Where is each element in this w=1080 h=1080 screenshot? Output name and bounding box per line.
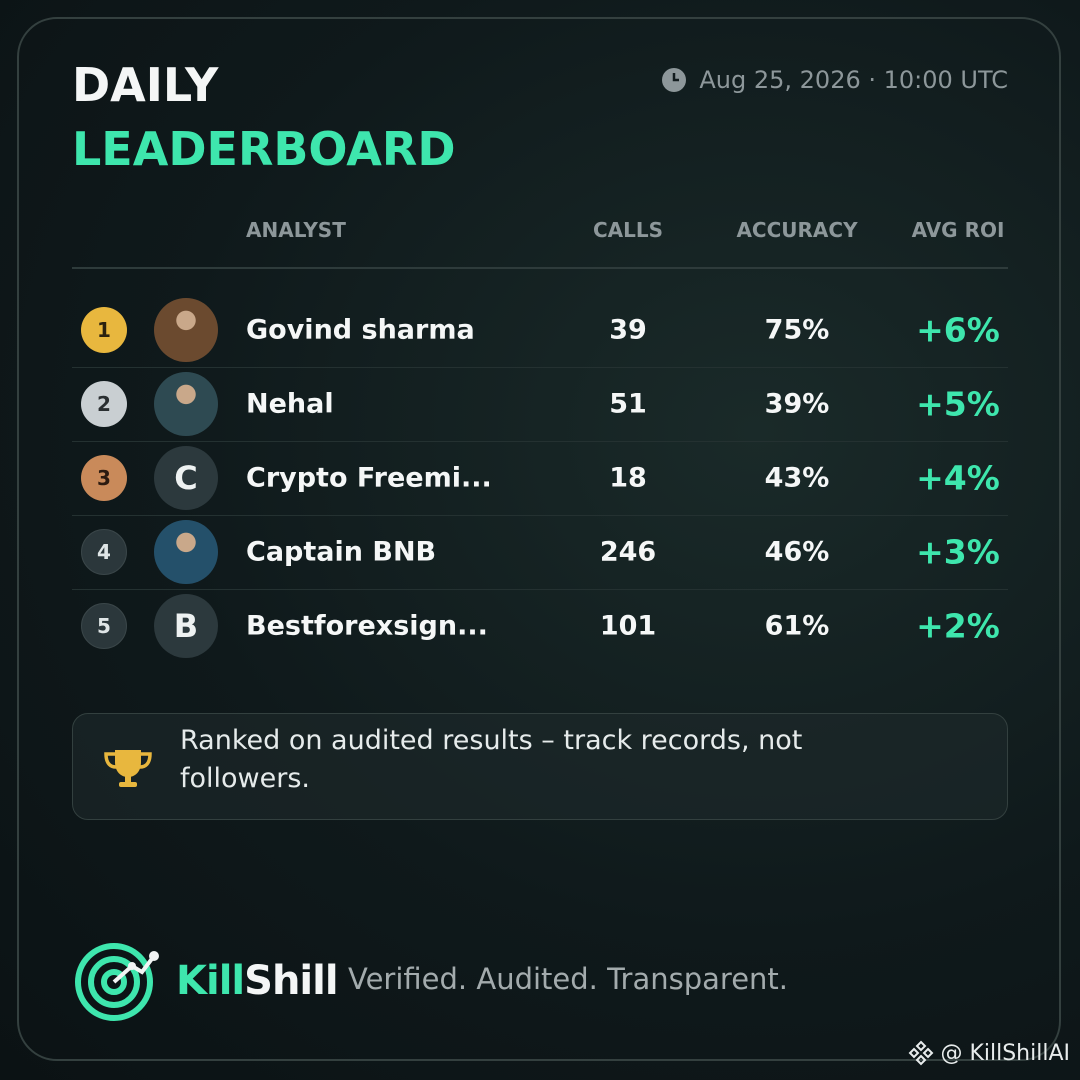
avatar-photo [154, 372, 218, 436]
timestamp: Aug 25, 2026 · 10:00 UTC [699, 66, 1008, 94]
watermark-icon [909, 1040, 934, 1066]
column-header: CALLS [592, 218, 664, 242]
brand-part2: Shill [244, 958, 338, 1004]
avatar-initial: B [154, 594, 218, 658]
brand-name: KillShill [176, 958, 339, 1004]
avg-roi: +6% [916, 310, 1000, 350]
analyst-name: Govind sharma [246, 314, 475, 346]
row-separator [72, 515, 1008, 516]
note-text: Ranked on audited results – track record… [180, 725, 803, 794]
rank-badge: 5 [81, 603, 127, 649]
accuracy: 46% [764, 536, 830, 568]
row-separator [72, 589, 1008, 590]
avatar-photo [154, 520, 218, 584]
rank-badge: 4 [81, 529, 127, 575]
calls: 18 [609, 462, 647, 494]
brand-logo [75, 943, 159, 1021]
title-line2: LEADERBOARD [72, 122, 456, 176]
avg-roi: +3% [916, 532, 1000, 572]
rank-badge: 2 [81, 381, 127, 427]
card [17, 17, 1061, 1061]
rank-badge: 1 [81, 307, 127, 353]
tagline: Verified. Audited. Transparent. [348, 962, 789, 996]
column-header: ANALYST [246, 218, 346, 242]
avg-roi: +2% [916, 606, 1000, 646]
analyst-name: Bestforexsign... [246, 610, 488, 642]
note-box [72, 713, 1008, 820]
analyst-name: Captain BNB [246, 536, 437, 568]
trophy-icon [104, 750, 152, 787]
analyst-name: Nehal [246, 388, 334, 420]
row-separator [72, 367, 1008, 368]
calls: 39 [609, 314, 647, 346]
watermark: @ KillShillAI [940, 1040, 1070, 1066]
timestamp-block: Aug 25, 2026 · 10:00 UTC [661, 66, 1008, 94]
column-header: AVG ROI [911, 218, 1005, 242]
title-line1: DAILY [72, 58, 219, 112]
calls: 246 [599, 536, 657, 568]
avatar-photo [154, 298, 218, 362]
header-rule [72, 267, 1008, 269]
accuracy: 75% [764, 314, 830, 346]
accuracy: 39% [764, 388, 830, 420]
accuracy: 61% [764, 610, 830, 642]
avg-roi: +5% [916, 384, 1000, 424]
accuracy: 43% [764, 462, 830, 494]
calls: 101 [599, 610, 657, 642]
calls: 51 [609, 388, 647, 420]
rank-badge: 3 [81, 455, 127, 501]
column-header: ACCURACY [736, 218, 858, 242]
row-separator [72, 441, 1008, 442]
clock-icon [662, 68, 687, 92]
avatar-initial: C [154, 446, 218, 510]
avg-roi: +4% [916, 458, 1000, 498]
brand-part1: Kill [176, 958, 245, 1004]
watermark-block: @ KillShillAI [908, 1040, 1070, 1066]
analyst-name: Crypto Freemi... [246, 462, 492, 494]
